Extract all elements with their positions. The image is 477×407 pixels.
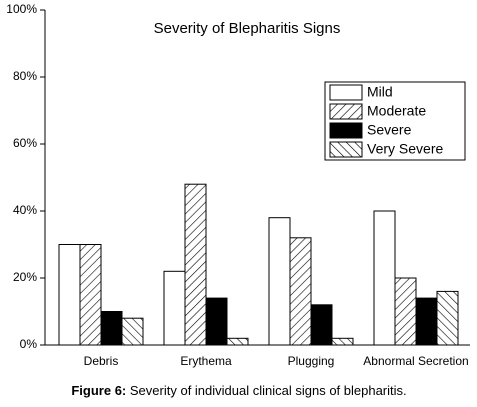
legend-swatch	[329, 141, 363, 158]
bar	[205, 297, 228, 346]
bar	[310, 304, 333, 346]
legend-swatch	[329, 84, 363, 101]
legend-label: Mild	[367, 84, 393, 100]
bar	[226, 337, 249, 346]
bar	[79, 244, 102, 346]
caption: Figure 6: Severity of individual clinica…	[71, 383, 406, 398]
bar	[268, 217, 291, 346]
legend-label: Moderate	[367, 103, 426, 119]
bar	[289, 237, 312, 346]
x-tick-label: Erythema	[180, 354, 232, 368]
bar	[184, 183, 207, 346]
caption-label: Figure 6:	[71, 383, 126, 398]
legend-swatch	[329, 103, 363, 120]
x-tick-label: Abnormal Secretion	[363, 354, 468, 368]
bar	[163, 270, 186, 346]
caption-text: Severity of individual clinical signs of…	[130, 383, 407, 398]
x-tick-label: Debris	[84, 354, 119, 368]
y-tick-label: 100%	[6, 2, 37, 16]
y-tick-label: 0%	[20, 337, 38, 351]
bar	[58, 244, 81, 346]
bar	[415, 297, 438, 346]
y-tick-label: 40%	[13, 203, 37, 217]
y-tick-label: 20%	[13, 270, 37, 284]
bar	[100, 311, 123, 346]
chart-title: Severity of Blepharitis Signs	[154, 20, 341, 37]
bar	[373, 210, 396, 346]
legend-label: Severe	[367, 122, 412, 138]
legend-swatch	[329, 122, 363, 139]
bar	[436, 290, 459, 346]
bar	[121, 317, 144, 346]
bar	[331, 337, 354, 346]
y-tick-label: 60%	[13, 136, 37, 150]
legend-label: Very Severe	[367, 141, 443, 157]
bar	[394, 277, 417, 346]
x-tick-label: Plugging	[288, 354, 335, 368]
y-tick-label: 80%	[13, 69, 37, 83]
